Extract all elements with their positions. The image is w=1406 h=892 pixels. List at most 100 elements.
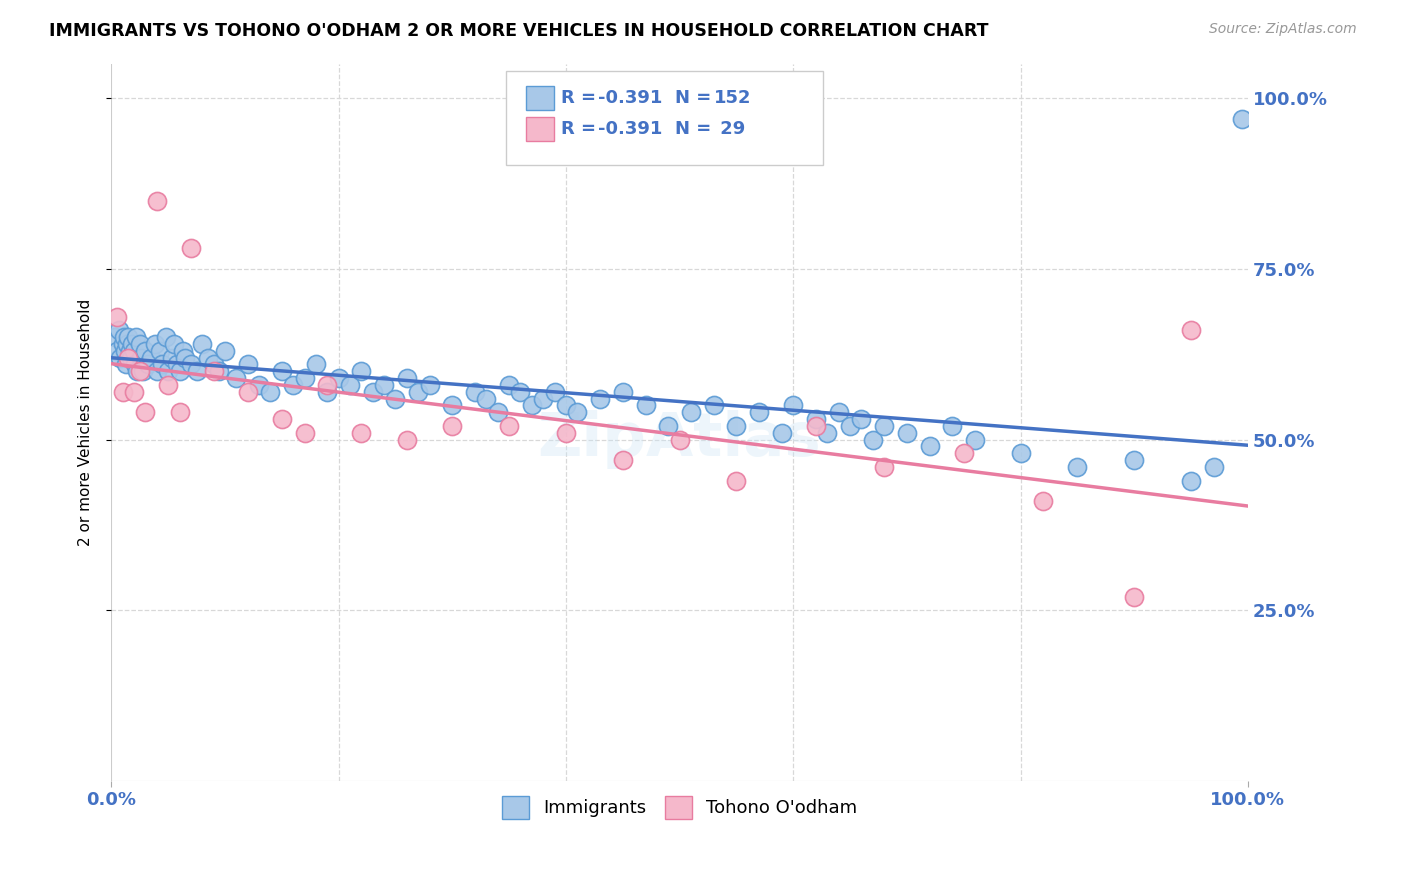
Point bbox=[115, 337, 138, 351]
Text: N =: N = bbox=[675, 120, 717, 138]
Point bbox=[208, 364, 231, 378]
Point bbox=[111, 337, 134, 351]
Point bbox=[918, 439, 941, 453]
Point bbox=[384, 392, 406, 406]
Point bbox=[270, 412, 292, 426]
Text: N =: N = bbox=[675, 89, 717, 107]
Point bbox=[112, 330, 135, 344]
Point bbox=[120, 351, 142, 365]
Point bbox=[236, 358, 259, 372]
Point bbox=[965, 433, 987, 447]
Point bbox=[132, 364, 155, 378]
Point bbox=[1123, 453, 1146, 467]
Point bbox=[703, 399, 725, 413]
Point bbox=[283, 378, 305, 392]
Point bbox=[828, 405, 851, 419]
Point bbox=[110, 351, 132, 365]
Point bbox=[247, 378, 270, 392]
Point bbox=[1180, 474, 1202, 488]
Point bbox=[294, 371, 316, 385]
Point bbox=[134, 343, 156, 358]
Point bbox=[121, 337, 143, 351]
Point bbox=[236, 384, 259, 399]
Point bbox=[612, 384, 634, 399]
Point bbox=[862, 433, 884, 447]
Point bbox=[634, 399, 657, 413]
Point bbox=[361, 384, 384, 399]
Point bbox=[157, 378, 180, 392]
Point bbox=[114, 343, 136, 358]
Point bbox=[531, 392, 554, 406]
Point bbox=[160, 351, 183, 365]
Text: -0.391: -0.391 bbox=[598, 120, 662, 138]
Text: -0.391: -0.391 bbox=[598, 89, 662, 107]
Point bbox=[180, 241, 202, 255]
Point bbox=[350, 364, 373, 378]
Point bbox=[589, 392, 612, 406]
Point bbox=[1123, 590, 1146, 604]
Point bbox=[395, 371, 418, 385]
Point bbox=[169, 405, 191, 419]
Point bbox=[146, 194, 169, 208]
Point bbox=[155, 330, 177, 344]
Point bbox=[117, 351, 139, 365]
Point bbox=[163, 337, 186, 351]
Point bbox=[679, 405, 702, 419]
Point bbox=[748, 405, 770, 419]
Point bbox=[214, 343, 236, 358]
Point bbox=[896, 425, 918, 440]
Point bbox=[1202, 459, 1225, 474]
Point bbox=[804, 419, 827, 434]
Point bbox=[172, 343, 194, 358]
Point bbox=[475, 392, 498, 406]
Point bbox=[149, 343, 172, 358]
Point bbox=[873, 419, 896, 434]
Point bbox=[498, 378, 520, 392]
Point bbox=[105, 310, 128, 324]
Text: R =: R = bbox=[561, 89, 602, 107]
Text: 29: 29 bbox=[714, 120, 745, 138]
Point bbox=[839, 419, 862, 434]
Point bbox=[129, 351, 152, 365]
Point bbox=[124, 358, 146, 372]
Y-axis label: 2 or more Vehicles in Household: 2 or more Vehicles in Household bbox=[79, 299, 93, 546]
Point bbox=[419, 378, 441, 392]
Text: R =: R = bbox=[561, 120, 602, 138]
Point bbox=[441, 399, 464, 413]
Point bbox=[225, 371, 247, 385]
Point bbox=[1230, 112, 1253, 126]
Point bbox=[174, 351, 197, 365]
Point bbox=[169, 364, 191, 378]
Point bbox=[555, 425, 578, 440]
Point bbox=[851, 412, 873, 426]
Point bbox=[941, 419, 963, 434]
Point bbox=[567, 405, 589, 419]
Point bbox=[804, 412, 827, 426]
Point bbox=[498, 419, 520, 434]
Point bbox=[543, 384, 565, 399]
Point bbox=[350, 425, 373, 440]
Point bbox=[952, 446, 974, 460]
Point bbox=[139, 351, 162, 365]
Point bbox=[127, 364, 149, 378]
Point bbox=[328, 371, 350, 385]
Point bbox=[725, 474, 748, 488]
Point bbox=[128, 364, 150, 378]
Point bbox=[1032, 494, 1054, 508]
Point bbox=[1010, 446, 1032, 460]
Point bbox=[104, 330, 127, 344]
Point bbox=[316, 378, 339, 392]
Point bbox=[873, 459, 896, 474]
Point bbox=[270, 364, 292, 378]
Point bbox=[128, 337, 150, 351]
Point bbox=[555, 399, 578, 413]
Point bbox=[395, 433, 418, 447]
Legend: Immigrants, Tohono O'odham: Immigrants, Tohono O'odham bbox=[495, 789, 865, 826]
Point bbox=[441, 419, 464, 434]
Point bbox=[191, 337, 214, 351]
Point bbox=[122, 343, 145, 358]
Text: 152: 152 bbox=[714, 89, 752, 107]
Point bbox=[668, 433, 690, 447]
Point bbox=[294, 425, 316, 440]
Point bbox=[115, 358, 138, 372]
